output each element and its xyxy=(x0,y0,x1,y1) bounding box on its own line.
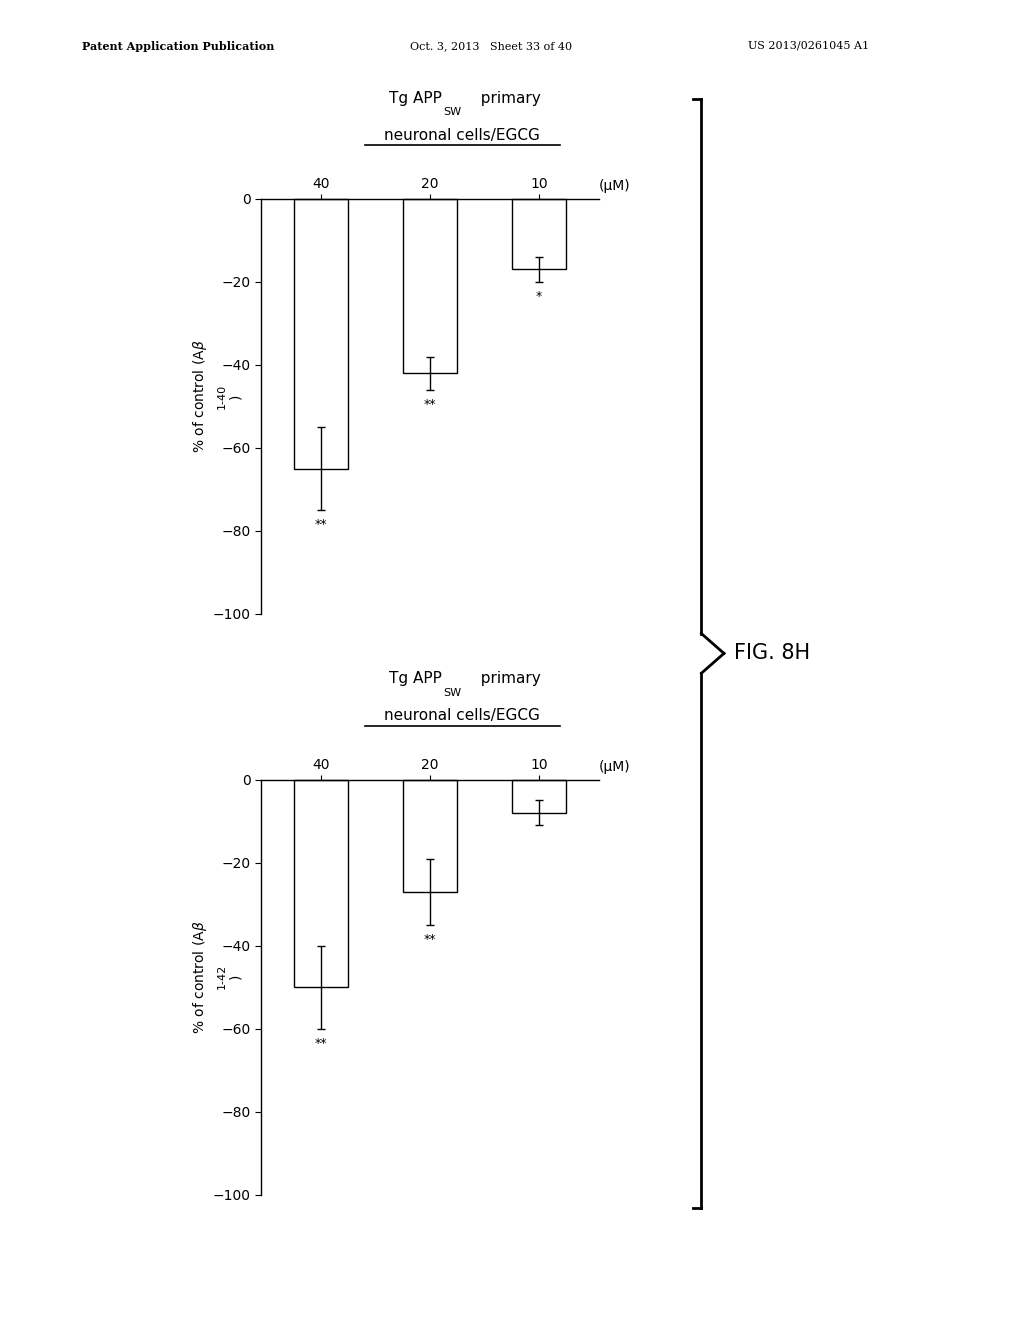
Text: SW: SW xyxy=(442,107,461,117)
Bar xyxy=(294,199,348,469)
Text: 1-40: 1-40 xyxy=(217,383,227,409)
Text: % of control (A$\beta$: % of control (A$\beta$ xyxy=(191,920,209,1034)
Text: Tg APP: Tg APP xyxy=(389,91,442,106)
Text: Patent Application Publication: Patent Application Publication xyxy=(82,41,274,51)
Text: FIG. 8H: FIG. 8H xyxy=(734,643,810,664)
Bar xyxy=(402,199,458,374)
Text: SW: SW xyxy=(442,688,461,698)
Text: US 2013/0261045 A1: US 2013/0261045 A1 xyxy=(748,41,868,51)
Text: **: ** xyxy=(424,399,436,411)
Text: ): ) xyxy=(228,393,243,399)
Text: *: * xyxy=(536,290,543,304)
Text: primary: primary xyxy=(471,672,541,686)
Text: neuronal cells/EGCG: neuronal cells/EGCG xyxy=(384,709,541,723)
Text: **: ** xyxy=(424,933,436,946)
Bar xyxy=(512,780,566,813)
Text: primary: primary xyxy=(471,91,541,106)
Bar xyxy=(402,780,458,892)
Bar xyxy=(294,780,348,987)
Text: (μM): (μM) xyxy=(599,759,631,774)
Text: ): ) xyxy=(228,974,243,979)
Bar xyxy=(512,199,566,269)
Text: Oct. 3, 2013   Sheet 33 of 40: Oct. 3, 2013 Sheet 33 of 40 xyxy=(410,41,571,51)
Text: Tg APP: Tg APP xyxy=(389,672,442,686)
Text: **: ** xyxy=(314,519,328,532)
Text: 1-42: 1-42 xyxy=(217,964,227,990)
Text: % of control (A$\beta$: % of control (A$\beta$ xyxy=(191,339,209,453)
Text: (μM): (μM) xyxy=(599,178,631,193)
Text: **: ** xyxy=(314,1038,328,1049)
Text: neuronal cells/EGCG: neuronal cells/EGCG xyxy=(384,128,541,143)
